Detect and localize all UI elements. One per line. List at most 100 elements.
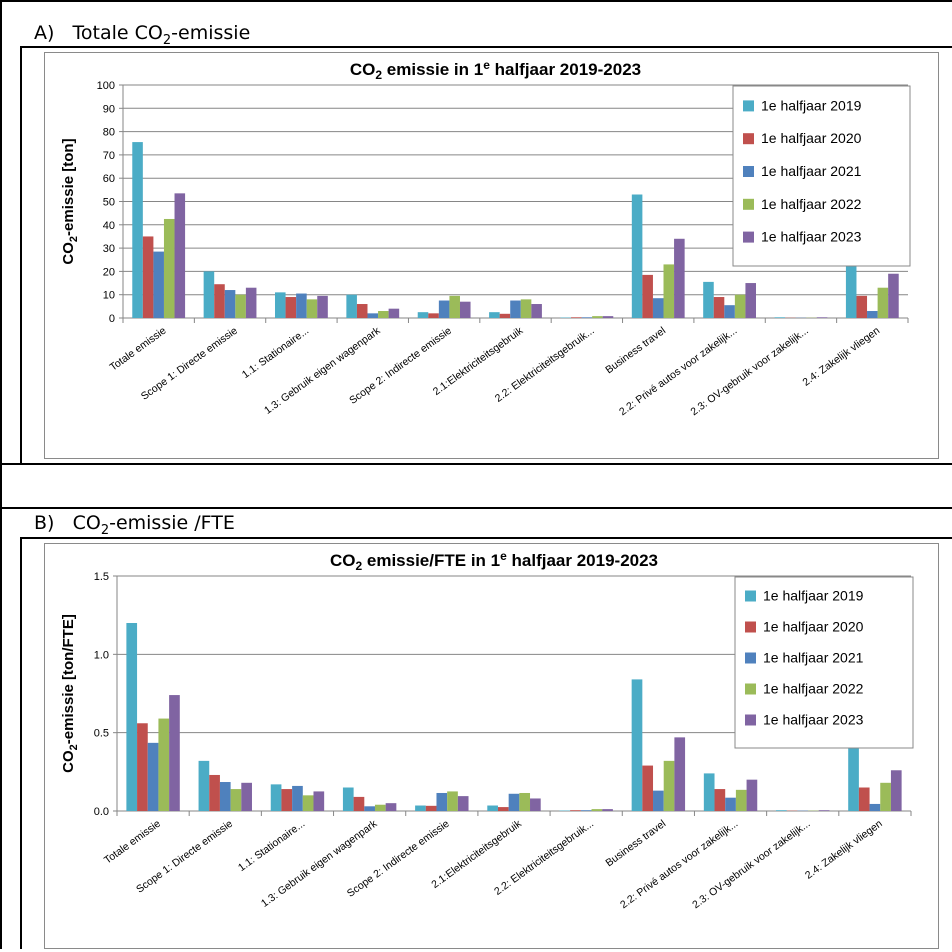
legend-label: 1e halfjaar 2023 bbox=[763, 712, 864, 728]
legend-swatch bbox=[745, 622, 756, 633]
bar bbox=[367, 313, 378, 318]
bar bbox=[735, 295, 746, 318]
bar bbox=[632, 679, 643, 811]
legend-label: 1e halfjaar 2021 bbox=[763, 650, 864, 666]
y-axis-label: CO2-emissie [ton] bbox=[60, 138, 80, 264]
bar bbox=[571, 317, 582, 318]
legend-label: 1e halfjaar 2022 bbox=[763, 681, 864, 697]
x-tick-label: 1.3: Gebruik eigen wagenpark bbox=[262, 324, 383, 416]
bar bbox=[375, 805, 386, 811]
bar bbox=[199, 761, 210, 811]
bar bbox=[428, 313, 439, 318]
bar bbox=[307, 299, 318, 318]
bar bbox=[296, 294, 307, 318]
chart-title-pre: CO bbox=[350, 60, 376, 79]
bar bbox=[148, 743, 159, 811]
table-border-inner-b bbox=[20, 537, 22, 949]
table-border-left bbox=[0, 0, 2, 949]
bar bbox=[664, 264, 675, 318]
table-border-top bbox=[0, 0, 952, 2]
bar bbox=[632, 195, 643, 318]
bar bbox=[519, 793, 530, 811]
bar bbox=[664, 761, 675, 811]
chart-b-container: CO2 emissie/FTE in 1e halfjaar 2019-2023… bbox=[44, 543, 939, 949]
y-tick-label: 60 bbox=[103, 173, 115, 185]
y-tick-label: 1.0 bbox=[94, 649, 109, 661]
chart-title-pre: CO bbox=[330, 551, 356, 570]
legend-swatch bbox=[743, 100, 754, 111]
bar bbox=[220, 782, 231, 811]
legend-swatch bbox=[745, 684, 756, 695]
chart-title: CO2 emissie/FTE in 1e halfjaar 2019-2023 bbox=[330, 549, 658, 573]
y-axis-label-pre: CO bbox=[60, 242, 77, 265]
bar bbox=[357, 304, 368, 318]
legend-label: 1e halfjaar 2020 bbox=[761, 130, 862, 146]
y-tick-label: 30 bbox=[103, 243, 115, 255]
bar bbox=[354, 797, 365, 811]
bar bbox=[510, 301, 521, 318]
bar bbox=[271, 784, 282, 811]
y-tick-label: 100 bbox=[97, 80, 115, 92]
chart-title-mid: emissie in 1 bbox=[382, 60, 483, 79]
bar bbox=[426, 806, 437, 811]
bar bbox=[460, 302, 471, 318]
bar bbox=[736, 790, 747, 811]
y-tick-label: 0.5 bbox=[94, 728, 109, 740]
bar bbox=[775, 317, 786, 318]
y-tick-label: 0 bbox=[109, 313, 115, 325]
section-a-prefix: A) bbox=[34, 22, 54, 44]
bar bbox=[386, 803, 397, 811]
bar bbox=[642, 275, 653, 318]
bar bbox=[436, 793, 447, 811]
bar bbox=[378, 311, 389, 318]
y-tick-label: 0.0 bbox=[94, 806, 109, 818]
y-tick-label: 10 bbox=[103, 290, 115, 302]
bar bbox=[878, 288, 889, 318]
bar bbox=[449, 296, 460, 318]
bar bbox=[715, 789, 726, 811]
y-tick-label: 90 bbox=[103, 103, 115, 115]
bar bbox=[447, 791, 458, 811]
bar bbox=[725, 798, 736, 811]
chart-a-svg: CO2 emissie in 1e halfjaar 2019-2023 CO2-… bbox=[45, 53, 938, 458]
bar bbox=[153, 252, 164, 318]
bar bbox=[126, 623, 137, 811]
section-a-title-sub: 2 bbox=[163, 33, 171, 48]
bar bbox=[867, 311, 878, 318]
bar bbox=[281, 789, 292, 811]
bar bbox=[214, 284, 225, 318]
bar bbox=[674, 239, 685, 318]
x-tick-label: Totale emissie bbox=[102, 818, 163, 867]
bar bbox=[317, 296, 328, 318]
bar bbox=[489, 312, 500, 318]
y-tick-label: 80 bbox=[103, 127, 115, 139]
y-tick-label: 50 bbox=[103, 197, 115, 209]
chart-a-container: CO2 emissie in 1e halfjaar 2019-2023 CO2-… bbox=[44, 52, 939, 459]
legend-swatch bbox=[745, 715, 756, 726]
chart-title: CO2 emissie in 1e halfjaar 2019-2023 bbox=[350, 58, 641, 82]
bar bbox=[776, 810, 787, 811]
x-tick-label: Business travel bbox=[603, 325, 668, 377]
bar bbox=[891, 770, 902, 811]
bar bbox=[581, 810, 592, 811]
bar bbox=[439, 301, 450, 318]
table-border-inner-a bbox=[20, 46, 22, 463]
bar bbox=[819, 810, 830, 811]
bar bbox=[241, 783, 252, 811]
bar bbox=[703, 282, 714, 318]
bar bbox=[235, 295, 246, 318]
bar bbox=[418, 312, 429, 318]
bar bbox=[500, 314, 511, 318]
bar bbox=[158, 719, 169, 811]
bar bbox=[231, 789, 242, 811]
legend-swatch bbox=[745, 591, 756, 602]
y-tick-label: 70 bbox=[103, 150, 115, 162]
legend-label: 1e halfjaar 2023 bbox=[761, 229, 862, 245]
bar bbox=[275, 292, 286, 318]
x-tick-label: 2.3: OV-gebruik voor zakelijk... bbox=[690, 818, 812, 911]
y-axis-label: CO2-emissie [ton/FTE] bbox=[60, 614, 80, 773]
x-tick-label: 2.3: OV-gebruik voor zakelijk... bbox=[688, 325, 810, 418]
table-border-row3 bbox=[0, 507, 952, 509]
bar bbox=[745, 283, 756, 318]
bar bbox=[880, 783, 891, 811]
